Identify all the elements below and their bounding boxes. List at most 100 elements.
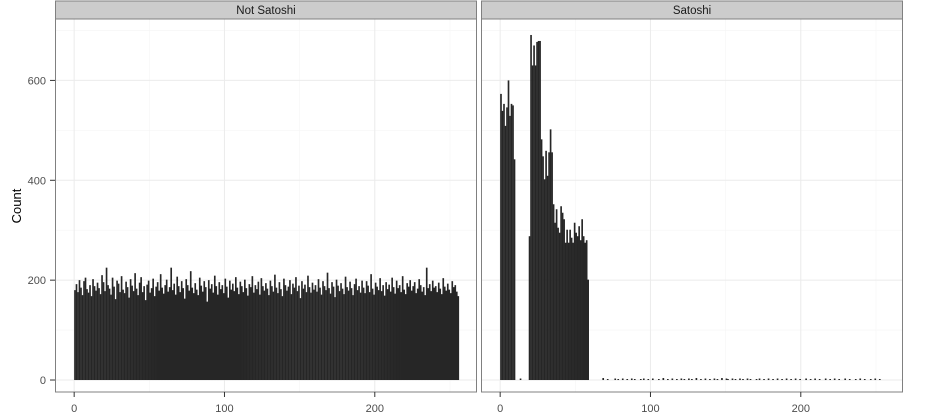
- histogram-bar: [188, 290, 191, 381]
- histogram-bar: [409, 280, 412, 381]
- histogram-bar: [161, 287, 163, 381]
- histogram-bar: [510, 103, 513, 381]
- histogram-bar: [215, 286, 218, 381]
- histogram-bar: [361, 280, 363, 381]
- histogram-bar: [311, 282, 314, 381]
- histogram-bar: [513, 159, 516, 381]
- histogram-bar: [143, 286, 145, 381]
- histogram-bar: [322, 281, 324, 381]
- histogram-bar: [785, 378, 788, 381]
- x-axis: 0 100 200 0 100 200: [71, 403, 810, 415]
- histogram-bar: [164, 285, 167, 381]
- histogram-bar: [349, 281, 351, 381]
- histogram-bar: [457, 296, 460, 381]
- histogram-bar: [146, 284, 148, 381]
- histogram-bar: [406, 283, 409, 381]
- x-tick-label: 0: [71, 403, 77, 415]
- x-tick-label: 100: [215, 403, 233, 415]
- histogram-bar: [642, 378, 645, 381]
- x-tick-label: 100: [641, 403, 659, 415]
- histogram-bar: [191, 287, 194, 381]
- histogram-bar: [563, 219, 565, 381]
- histogram-bar: [688, 378, 690, 381]
- histogram-bar: [81, 295, 84, 381]
- histogram-bar: [218, 282, 221, 381]
- histogram-bar: [412, 286, 415, 381]
- histogram-bar: [545, 150, 547, 381]
- histogram-bar: [242, 292, 245, 381]
- histogram-bar: [326, 272, 329, 381]
- histogram-bar: [543, 179, 546, 381]
- histogram-bar: [552, 204, 555, 381]
- histogram-bar: [203, 281, 206, 381]
- histogram-bar: [633, 379, 636, 381]
- histogram-bar: [286, 290, 288, 381]
- histogram-bar: [528, 236, 531, 381]
- histogram-bar: [380, 291, 383, 381]
- histogram-bar: [415, 293, 418, 381]
- histogram-bar: [398, 285, 401, 381]
- histogram-bar: [767, 378, 770, 381]
- histogram-bar: [185, 279, 188, 381]
- histogram-bar: [95, 290, 97, 381]
- histogram-bar: [225, 286, 228, 381]
- histogram-bar: [704, 378, 707, 381]
- histogram-bar: [353, 284, 356, 381]
- histogram-bar: [114, 299, 117, 381]
- histogram-bar: [531, 65, 534, 381]
- histogram-bar: [98, 288, 100, 381]
- x-tick-label: 200: [792, 403, 810, 415]
- histogram-bar: [278, 282, 281, 381]
- histogram-bar: [89, 285, 91, 381]
- histogram-bar: [549, 129, 552, 381]
- histogram-bar: [439, 288, 442, 381]
- histogram-bar: [275, 287, 278, 381]
- histogram-bar: [107, 285, 109, 381]
- histogram-bar: [848, 379, 851, 381]
- histogram-bar: [364, 293, 366, 381]
- histogram-bar: [284, 285, 287, 381]
- histogram-bar: [507, 80, 510, 381]
- histogram-bar: [542, 156, 544, 381]
- histogram-bar: [152, 278, 154, 381]
- histogram-bar: [140, 277, 142, 381]
- histogram-bar: [424, 295, 427, 381]
- histogram-bar: [171, 290, 174, 381]
- histogram-bar: [667, 379, 669, 381]
- histogram-bar: [268, 295, 270, 381]
- histogram-bar: [683, 379, 686, 381]
- histogram-bar: [639, 379, 642, 381]
- y-tick-label: 0: [40, 375, 46, 387]
- histogram-bar: [259, 294, 261, 381]
- histogram-bar: [776, 378, 779, 381]
- histogram-bar: [442, 278, 445, 381]
- histogram-bar: [388, 284, 390, 381]
- histogram-bar: [403, 289, 406, 381]
- histogram-bar: [156, 282, 159, 381]
- histogram-bar: [231, 283, 234, 381]
- histogram-bar: [83, 281, 85, 381]
- histogram-bar: [358, 286, 360, 381]
- histogram-bar: [727, 379, 729, 381]
- histogram-bar: [93, 286, 96, 381]
- histogram-bar: [606, 379, 609, 381]
- histogram-bar: [422, 287, 425, 381]
- histogram-bar: [314, 285, 317, 381]
- histogram-bar: [418, 279, 421, 381]
- histogram-bar: [437, 282, 440, 381]
- histogram-bar: [219, 289, 222, 381]
- histogram-bar: [239, 281, 242, 381]
- histogram-bar: [304, 284, 306, 381]
- histogram-bar: [153, 296, 156, 381]
- histogram-bar: [168, 287, 171, 381]
- facet-panel-not-satoshi: Not Satoshi: [55, 0, 477, 397]
- y-tick-label: 400: [28, 175, 46, 187]
- histogram-bar: [617, 379, 620, 381]
- histogram-bar: [141, 292, 144, 381]
- histogram-bar: [274, 274, 276, 381]
- histogram-bar: [332, 286, 335, 381]
- histogram-bar: [451, 281, 454, 381]
- histogram-bar: [195, 289, 198, 381]
- histogram-bar: [263, 290, 266, 381]
- histogram-bar: [207, 280, 210, 381]
